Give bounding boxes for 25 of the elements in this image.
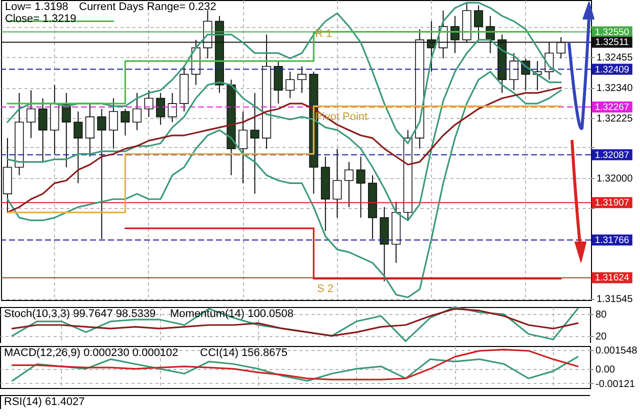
ref-line-label: 1.31766 bbox=[594, 235, 630, 246]
annotation: S 2 bbox=[317, 283, 334, 295]
annotation: Stoch(10,3,3) 99.7647 98.5339 bbox=[4, 308, 156, 320]
text: RSI(14) 61.4027 bbox=[4, 396, 85, 408]
y-tick-label: 1.32340 bbox=[596, 83, 634, 94]
annotation: Low= 1.3198 bbox=[5, 1, 68, 13]
ref-line-label: 1.32409 bbox=[594, 64, 630, 76]
annotation: CCI(14) 156.8675 bbox=[200, 347, 288, 359]
ref-line-label: 1.32087 bbox=[594, 150, 630, 161]
annotation: Current Days Range= 0.232 bbox=[79, 1, 216, 13]
y-tick-label: -0.00121 bbox=[596, 378, 636, 390]
y-tick-label: 1.32000 bbox=[596, 173, 634, 184]
y-tick-label: 1.32455 bbox=[596, 52, 634, 64]
ref-line-label: 1.31907 bbox=[594, 198, 630, 209]
ref-line-label: 1.32550 bbox=[594, 26, 630, 38]
y-tick-label: 0.00 bbox=[596, 364, 616, 376]
ref-line-label: 1.32267 bbox=[594, 102, 630, 113]
y-tick-label: 0.001548 bbox=[596, 346, 638, 357]
y-tick-label: 1.32225 bbox=[596, 114, 634, 125]
annotation: MACD(12,26,9) 0.000230 0.000102 bbox=[4, 347, 178, 359]
y-tick-label: 20 bbox=[596, 331, 608, 342]
y-tick-label: 80 bbox=[596, 310, 608, 321]
y-tick-label: 1.31545 bbox=[596, 294, 634, 306]
ref-line-label: 1.31624 bbox=[594, 272, 630, 284]
ref-line-label: 1.32511 bbox=[595, 37, 629, 48]
